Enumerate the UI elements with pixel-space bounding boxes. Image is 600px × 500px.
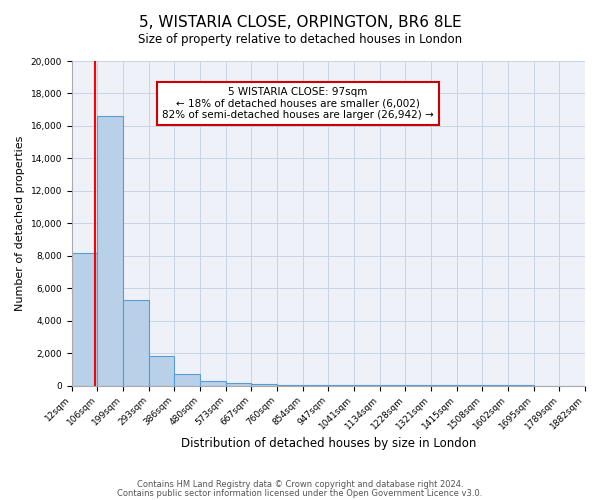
Bar xyxy=(200,381,226,386)
Bar xyxy=(175,374,200,386)
Bar xyxy=(72,254,97,386)
Text: Contains HM Land Registry data © Crown copyright and database right 2024.: Contains HM Land Registry data © Crown c… xyxy=(137,480,463,489)
Bar xyxy=(251,384,277,386)
Bar xyxy=(226,382,251,386)
Bar xyxy=(277,385,303,386)
X-axis label: Distribution of detached houses by size in London: Distribution of detached houses by size … xyxy=(181,437,476,450)
Bar xyxy=(149,356,175,386)
Text: 5 WISTARIA CLOSE: 97sqm
← 18% of detached houses are smaller (6,002)
82% of semi: 5 WISTARIA CLOSE: 97sqm ← 18% of detache… xyxy=(162,87,433,120)
Text: 5, WISTARIA CLOSE, ORPINGTON, BR6 8LE: 5, WISTARIA CLOSE, ORPINGTON, BR6 8LE xyxy=(139,15,461,30)
Bar xyxy=(123,300,149,386)
Bar xyxy=(97,116,123,386)
Text: Size of property relative to detached houses in London: Size of property relative to detached ho… xyxy=(138,32,462,46)
Text: Contains public sector information licensed under the Open Government Licence v3: Contains public sector information licen… xyxy=(118,488,482,498)
Y-axis label: Number of detached properties: Number of detached properties xyxy=(15,136,25,311)
